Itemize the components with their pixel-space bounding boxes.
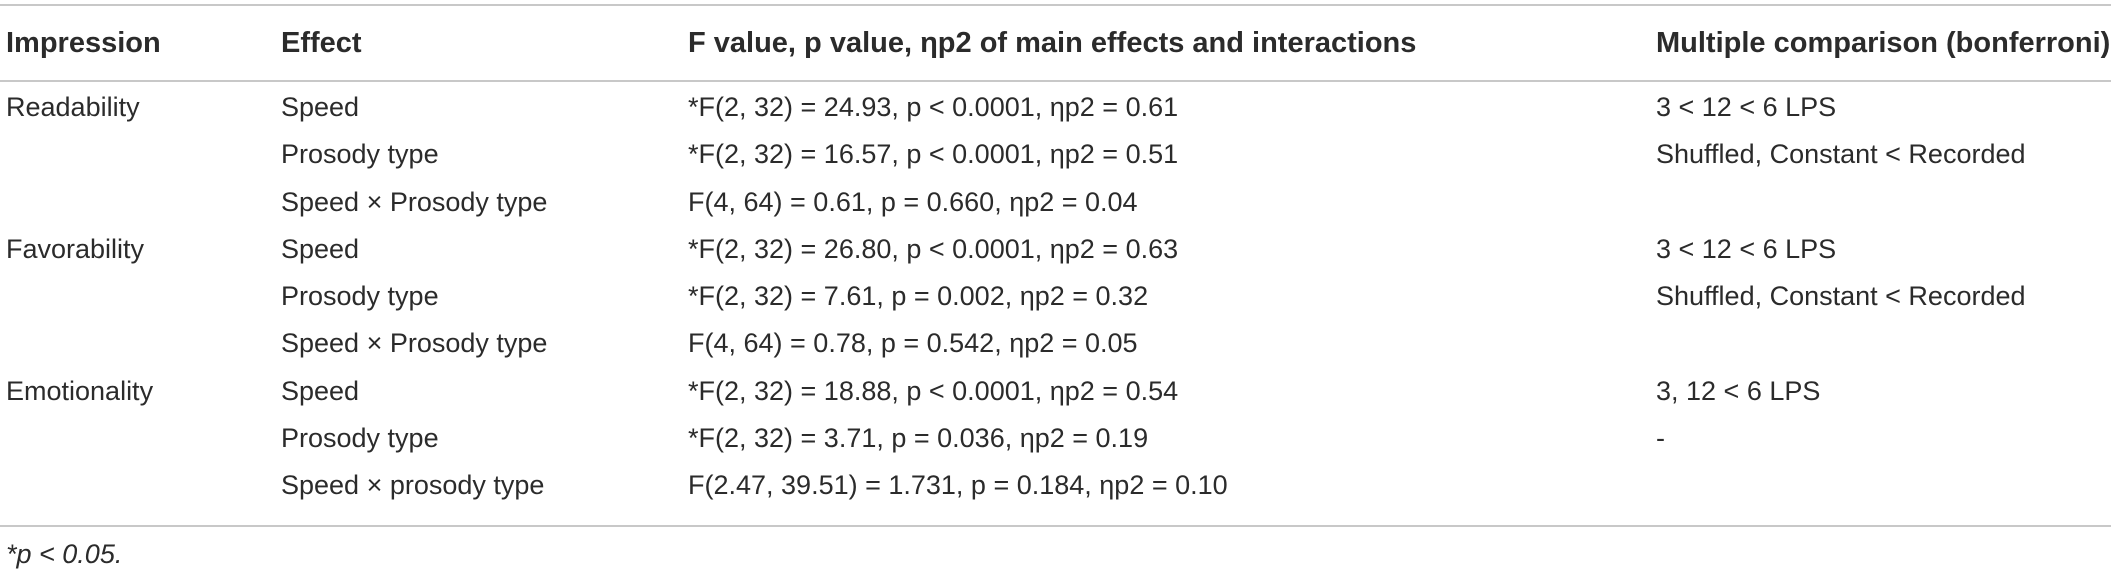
cell-effect: Speed: [281, 92, 360, 122]
cell-stats: *F(2, 32) = 3.71, p = 0.036, ηp2 = 0.19: [688, 423, 1149, 454]
cell-comparison: Shuffled, Constant < Recorded: [1656, 281, 2026, 312]
cell-stats: *F(2, 32) = 26.80, p < 0.0001, ηp2 = 0.6…: [688, 233, 1179, 264]
cell-effect: Prosody type: [281, 139, 439, 170]
table-row: Prosody type *F(2, 32) = 7.61, p = 0.002…: [0, 273, 2111, 320]
cell-impression: Favorability: [6, 233, 145, 264]
table-row: Emotionality Speed *F(2, 32) = 18.88, p …: [0, 368, 2111, 415]
cell-comparison: 3, 12 < 6 LPS: [1656, 375, 1821, 406]
cell-stats: *F(2, 32) = 7.61, p = 0.002, ηp2 = 0.32: [688, 281, 1149, 312]
cell-stats: F(4, 64) = 0.61, p = 0.660, ηp2 = 0.04: [688, 186, 1138, 217]
cell-stats: *F(2, 32) = 24.93, p < 0.0001, ηp2 = 0.6…: [688, 92, 1179, 122]
table-row: Readability Speed *F(2, 32) = 24.93, p <…: [0, 84, 2111, 131]
cell-comparison: Shuffled, Constant < Recorded: [1656, 139, 2026, 170]
cell-effect: Speed: [281, 375, 360, 406]
header-impression: Impression: [6, 27, 161, 59]
header-comparison: Multiple comparison (bonferroni): [1656, 27, 2111, 59]
table-header-rule: [0, 80, 2111, 82]
cell-impression: Readability: [6, 92, 140, 122]
cell-effect: Speed × Prosody type: [281, 186, 548, 217]
cell-effect: Speed × Prosody type: [281, 328, 548, 359]
cell-comparison: 3 < 12 < 6 LPS: [1656, 233, 1837, 264]
table-top-rule: [0, 4, 2111, 6]
cell-comparison: -: [1656, 423, 1665, 454]
header-stats: F value, p value, ηp2 of main effects an…: [688, 27, 1417, 59]
table-row: Speed × Prosody type F(4, 64) = 0.78, p …: [0, 320, 2111, 367]
cell-stats: F(2.47, 39.51) = 1.731, p = 0.184, ηp2 =…: [688, 470, 1228, 501]
cell-effect: Prosody type: [281, 281, 439, 312]
table-row: Prosody type *F(2, 32) = 16.57, p < 0.00…: [0, 131, 2111, 178]
cell-stats: *F(2, 32) = 18.88, p < 0.0001, ηp2 = 0.5…: [688, 375, 1179, 406]
table-row: Prosody type *F(2, 32) = 3.71, p = 0.036…: [0, 415, 2111, 462]
table-row: Speed × prosody type F(2.47, 39.51) = 1.…: [0, 462, 2111, 509]
table-header-row: Impression Effect F value, p value, ηp2 …: [0, 6, 2111, 80]
cell-effect: Prosody type: [281, 423, 439, 454]
table-body: Readability Speed *F(2, 32) = 24.93, p <…: [0, 84, 2111, 510]
cell-stats: F(4, 64) = 0.78, p = 0.542, ηp2 = 0.05: [688, 328, 1138, 359]
table-row: Speed × Prosody type F(4, 64) = 0.61, p …: [0, 179, 2111, 226]
cell-stats: *F(2, 32) = 16.57, p < 0.0001, ηp2 = 0.5…: [688, 139, 1179, 170]
header-effect: Effect: [281, 27, 362, 59]
table-bottom-rule: [0, 525, 2111, 527]
table-row: Favorability Speed *F(2, 32) = 26.80, p …: [0, 226, 2111, 273]
table-footnote: *p < 0.05.: [6, 539, 123, 569]
cell-effect: Speed: [281, 233, 360, 264]
cell-effect: Speed × prosody type: [281, 470, 545, 501]
cell-comparison: 3 < 12 < 6 LPS: [1656, 92, 1837, 122]
cell-impression: Emotionality: [6, 375, 154, 406]
